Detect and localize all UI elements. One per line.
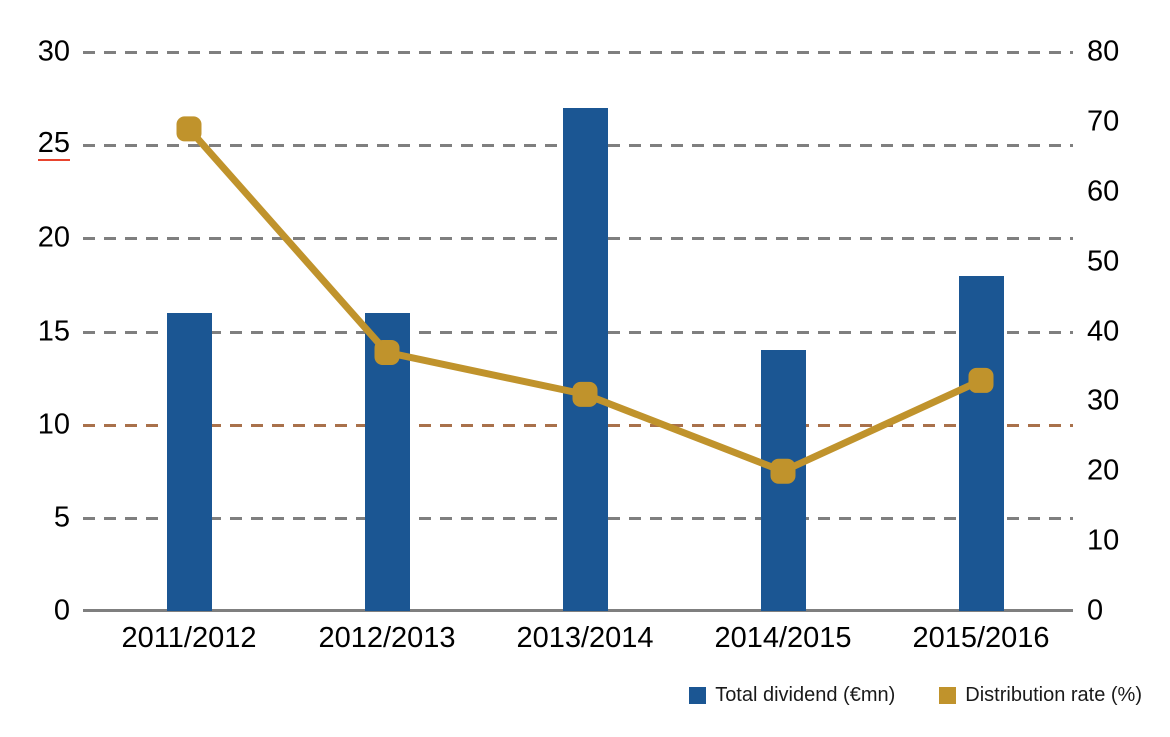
left-axis-tick-10: 10 [38, 410, 70, 439]
legend-label: Distribution rate (%) [965, 684, 1142, 706]
right-axis-tick-30: 30 [1087, 384, 1120, 417]
gridline-30 [83, 51, 1073, 54]
x-axis-label-2011-2012: 2011/2012 [121, 622, 257, 654]
left-axis-tick-text: 15 [37, 315, 70, 347]
right-axis-tick-50: 50 [1087, 245, 1120, 278]
left-axis-tick-text: 25 [37, 127, 70, 162]
right-axis-tick-40: 40 [1087, 315, 1120, 347]
plot-area [83, 51, 1073, 612]
x-axis-label-2012-2013: 2012/2013 [318, 622, 456, 654]
total-dividend-swatch-icon [689, 687, 707, 704]
line-marker-2014-2015 [770, 458, 796, 484]
left-axis-tick-text: 10 [37, 408, 70, 441]
bar-2011-2012 [166, 312, 212, 611]
left-axis-tick-5: 5 [54, 503, 70, 532]
left-axis-tick-text: 0 [53, 594, 70, 627]
right-axis-tick-20: 20 [1087, 454, 1120, 487]
x-axis-label-2014-2015: 2014/2015 [714, 622, 852, 654]
right-axis-tick-70: 70 [1087, 105, 1120, 138]
chart-legend: Total dividend (€mn) Distribution rate (%… [689, 684, 1142, 707]
legend-item-total-dividend: Total dividend (€mn) [689, 684, 895, 707]
bar-2013-2014 [562, 107, 608, 611]
line-marker-2015-2016 [968, 367, 994, 393]
left-axis-tick-25: 25 [37, 127, 70, 162]
left-axis-tick-text: 30 [37, 35, 70, 68]
left-axis-tick-30: 30 [37, 35, 70, 68]
left-axis-tick-text: 5 [53, 501, 70, 534]
right-axis-tick-80: 80 [1087, 35, 1120, 68]
bar-2015-2016 [958, 275, 1004, 611]
left-axis-tick-20: 20 [37, 221, 70, 254]
left-axis-tick-text: 20 [37, 221, 70, 254]
left-axis-tick-15: 15 [38, 317, 70, 346]
right-axis-tick-0: 0 [1087, 594, 1104, 627]
legend-label: Total dividend (€mn) [715, 684, 896, 706]
line-marker-2011-2012 [176, 116, 202, 142]
line-path [186, 126, 983, 476]
x-axis-label-2013-2014: 2013/2014 [516, 622, 654, 654]
legend-item-distribution-rate: Distribution rate (%) [939, 684, 1142, 707]
line-marker-2013-2014 [572, 381, 598, 407]
distribution-rate-swatch-icon [939, 687, 957, 704]
right-axis-tick-10: 10 [1087, 524, 1120, 557]
left-axis-tick-0: 0 [53, 594, 70, 627]
line-marker-2012-2013 [374, 339, 400, 365]
distribution-rate-line [176, 116, 994, 484]
right-axis-tick-60: 60 [1087, 175, 1120, 208]
x-axis-label-2015-2016: 2015/2016 [912, 622, 1050, 654]
